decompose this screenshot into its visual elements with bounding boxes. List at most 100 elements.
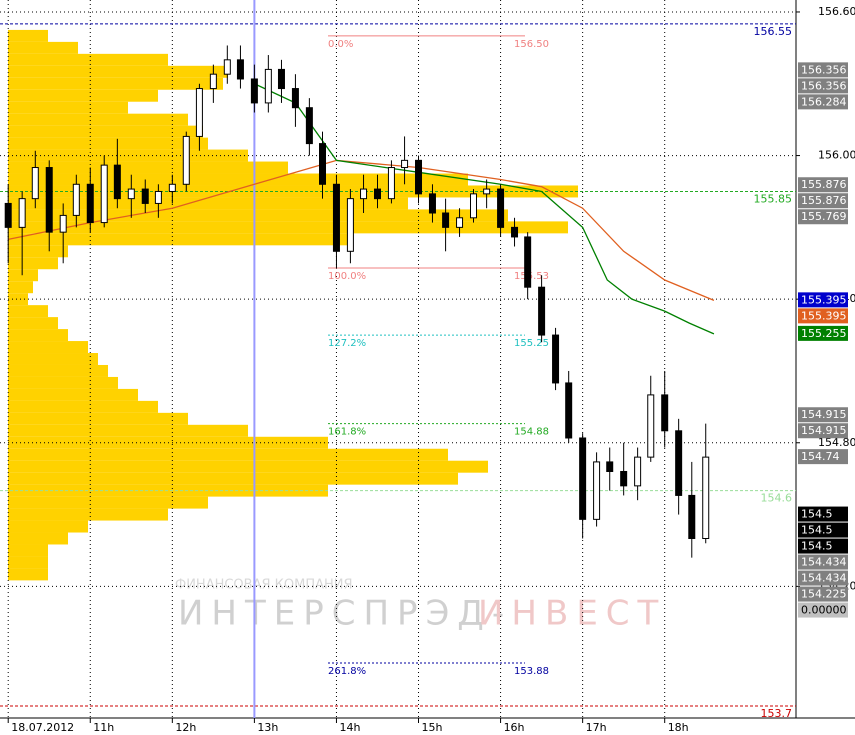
candle-body (31, 167, 39, 200)
x-tick-label: 13h (257, 721, 278, 734)
x-tick-label: 18.07.2012 (11, 721, 74, 734)
price-box (798, 449, 848, 465)
y-tick-label: 156.60 (818, 5, 855, 18)
profile-bar (8, 472, 458, 485)
profile-bar (8, 353, 98, 365)
candle-body (579, 437, 587, 520)
candle-body (360, 188, 368, 200)
candle-body (45, 167, 53, 233)
price-box (798, 554, 848, 570)
price-box (798, 423, 848, 439)
profile-bar (8, 245, 68, 258)
price-box-label: 154.74 (801, 450, 840, 463)
fib-label: 261.8% (328, 666, 366, 677)
price-box-label: 155.876 (801, 194, 847, 207)
fib-value: 155.25 (514, 338, 549, 349)
candle-body (319, 143, 327, 185)
price-box (798, 62, 848, 78)
candle-body (469, 193, 477, 219)
candle-body (346, 198, 354, 252)
price-box (798, 78, 848, 94)
profile-bar (8, 412, 188, 425)
profile-bar (8, 137, 208, 150)
fib-value: 156.50 (514, 39, 549, 50)
candle-body (702, 456, 710, 540)
candle-body (59, 214, 67, 233)
profile-bar (8, 101, 128, 114)
watermark-small: ФИНАНСОВАЯ КОМПАНИЯ (175, 578, 353, 593)
profile-bar (8, 376, 118, 389)
profile-bar (8, 233, 348, 246)
candle-body (236, 59, 244, 80)
price-box (798, 308, 848, 324)
profile-bar (8, 388, 138, 401)
profile-bar (8, 568, 48, 581)
candle-body (209, 73, 217, 90)
candle-body (332, 183, 340, 252)
x-tick-label: 17h (586, 721, 607, 734)
candle-body (291, 88, 299, 109)
candle-body (620, 470, 628, 487)
profile-bar (8, 508, 168, 521)
profile-bar (8, 364, 108, 377)
profile-bar (8, 221, 568, 234)
price-box (798, 193, 848, 209)
profile-bar (8, 269, 38, 282)
price-box (798, 506, 848, 522)
candle-body (442, 212, 450, 228)
candle-body (277, 68, 285, 90)
price-box (798, 522, 848, 538)
price-box (798, 177, 848, 193)
candle-body (18, 198, 26, 228)
profile-bar (8, 113, 188, 126)
x-tick-label: 14h (339, 721, 360, 734)
fib-value: 155.53 (514, 271, 549, 282)
x-tick-label: 15h (422, 721, 443, 734)
profile-bar (8, 556, 48, 569)
candle-body (675, 430, 683, 496)
x-tick-label: 16h (504, 721, 525, 734)
fib-label: 161.8% (328, 427, 366, 438)
price-box-label: 155.769 (801, 210, 847, 223)
price-box (798, 325, 848, 341)
level-label: 155.85 (754, 192, 793, 205)
indicator-line (254, 83, 715, 335)
price-box (798, 407, 848, 423)
x-tick-label: 18h (668, 721, 689, 734)
watermark-left: ИНТЕРСПРЭД- (178, 594, 512, 634)
fib-label: 100.0% (328, 271, 366, 282)
price-box (798, 586, 848, 602)
profile-bar (8, 197, 408, 210)
profile-bar (8, 89, 158, 102)
candle-body (305, 107, 313, 145)
price-box-label: 155.255 (801, 327, 847, 340)
candle-body (154, 190, 162, 204)
candle-body (195, 88, 203, 137)
profile-bar (8, 448, 448, 461)
candle-body (182, 135, 190, 185)
profile-bar (8, 41, 78, 54)
profile-bar (8, 520, 88, 533)
candle-body (483, 188, 491, 195)
candle-body (72, 183, 80, 216)
x-tick-label: 11h (93, 721, 114, 734)
candle-body (647, 394, 655, 458)
profile-bar (8, 161, 288, 174)
candle-body (606, 461, 614, 472)
candle-body (168, 183, 176, 192)
profile-bar (8, 305, 48, 318)
candle-body (100, 164, 108, 224)
fib-label: 0.0% (328, 39, 353, 50)
price-box-label: 154.915 (801, 424, 847, 437)
profile-bar (8, 460, 488, 473)
price-box-label: 154.5 (801, 524, 833, 537)
candle-body (456, 217, 464, 228)
candle-body (113, 164, 121, 200)
candle-body (634, 456, 642, 487)
candle-body (497, 188, 505, 228)
price-box-label: 154.225 (801, 588, 847, 601)
profile-bar (8, 496, 208, 509)
profile-bar (8, 29, 48, 42)
price-box (798, 94, 848, 110)
